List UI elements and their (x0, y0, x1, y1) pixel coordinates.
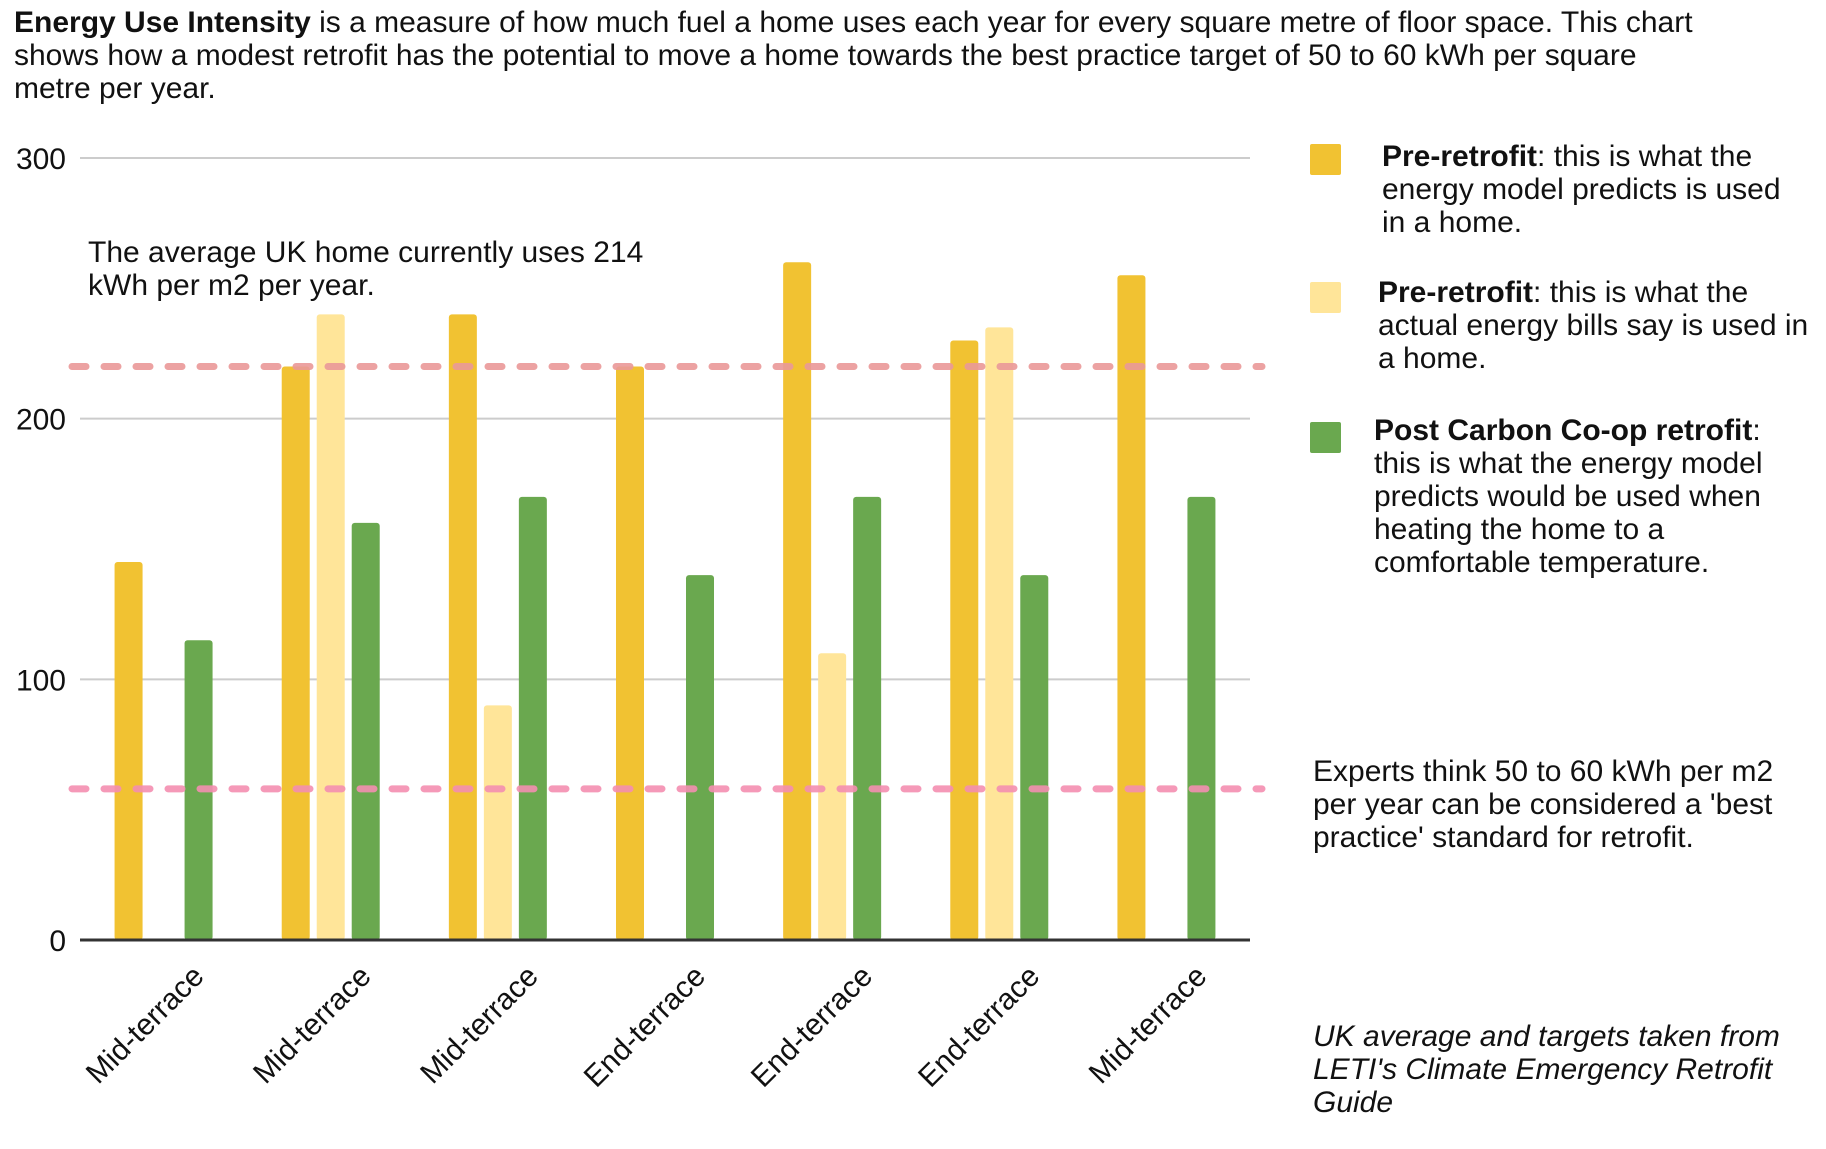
y-tick-label: 100 (16, 664, 66, 697)
x-tick-label: Mid-terrace (1083, 960, 1214, 1091)
x-tick-label: End-terrace (578, 960, 712, 1094)
bar-pre-retrofit-bills (985, 327, 1014, 940)
x-tick-label: End-terrace (745, 960, 879, 1094)
y-tick-label: 300 (16, 143, 66, 176)
bar-pre-retrofit-model (616, 366, 644, 940)
legend-text: : this is what the actual energy bills s… (1378, 276, 1809, 375)
x-axis-ticks: Mid-terrace Mid-terrace Mid-terrace End-ter… (80, 960, 1213, 1094)
chart-intro: Energy Use Intensity is a measure of how… (14, 6, 1714, 105)
legend-swatch-post (1310, 422, 1341, 453)
bar-post-retrofit (853, 496, 882, 940)
legend-bold: Pre-retrofit (1382, 140, 1538, 173)
legend-swatch-pre-model (1310, 144, 1341, 175)
x-tick-label: Mid-terrace (247, 960, 378, 1091)
bar-pre-retrofit-model (783, 262, 812, 940)
bar-pre-retrofit-model (281, 366, 310, 940)
legend-label-post: Post Carbon Co-op retrofit: this is what… (1374, 414, 1810, 579)
uk-average-annotation: The average UK home currently uses 214 k… (88, 236, 652, 302)
y-tick-label: 0 (49, 925, 66, 958)
legend-bold: Pre-retrofit (1378, 276, 1534, 309)
reference-lines (68, 363, 1266, 793)
legend-bold: Post Carbon Co-op retrofit (1374, 414, 1753, 447)
source-note: UK average and targets taken from LETI's… (1313, 1020, 1780, 1119)
bar-post-retrofit (518, 496, 547, 940)
annotation-line-2: kWh per m2 per year. (88, 269, 375, 302)
bar-post-retrofit (1020, 575, 1049, 940)
bar-pre-retrofit-model (1117, 275, 1146, 940)
bar-post-retrofit (1187, 496, 1216, 940)
bar-pre-retrofit-model (114, 562, 143, 940)
intro-bold: Energy Use Intensity (14, 6, 311, 39)
x-tick-label: End-terrace (912, 960, 1046, 1094)
bar-pre-retrofit-bills (483, 705, 512, 940)
legend-item-post: Post Carbon Co-op retrofit: this is what… (1310, 414, 1810, 579)
x-tick-label: Mid-terrace (414, 960, 545, 1091)
y-axis-ticks: 0 100 200 300 (16, 143, 66, 958)
bar-post-retrofit (686, 575, 714, 940)
bar-pre-retrofit-bills (818, 653, 847, 940)
legend-label-pre-bills: Pre-retrofit: this is what the actual en… (1378, 276, 1810, 375)
legend-swatch-pre-bills (1310, 282, 1341, 313)
bar-pre-retrofit-bills (316, 314, 345, 940)
legend-text: : this is what the energy model predicts… (1374, 414, 1763, 579)
x-tick-label: Mid-terrace (80, 960, 211, 1091)
bar-post-retrofit (351, 522, 380, 940)
legend-item-pre-bills: Pre-retrofit: this is what the actual en… (1310, 276, 1810, 375)
intro-text: is a measure of how much fuel a home use… (14, 6, 1693, 105)
annotation-line-1: The average UK home currently uses 214 (88, 236, 643, 269)
legend-item-pre-model: Pre-retrofit: this is what the energy mo… (1310, 140, 1810, 239)
legend-text: : this is what the energy model predicts… (1382, 140, 1781, 239)
bar-pre-retrofit-model (950, 340, 979, 940)
y-tick-label: 200 (16, 404, 66, 437)
best-practice-note: Experts think 50 to 60 kWh per m2 per ye… (1313, 755, 1774, 854)
legend-label-pre-model: Pre-retrofit: this is what the energy mo… (1382, 140, 1810, 239)
bar-pre-retrofit-model (448, 314, 477, 940)
